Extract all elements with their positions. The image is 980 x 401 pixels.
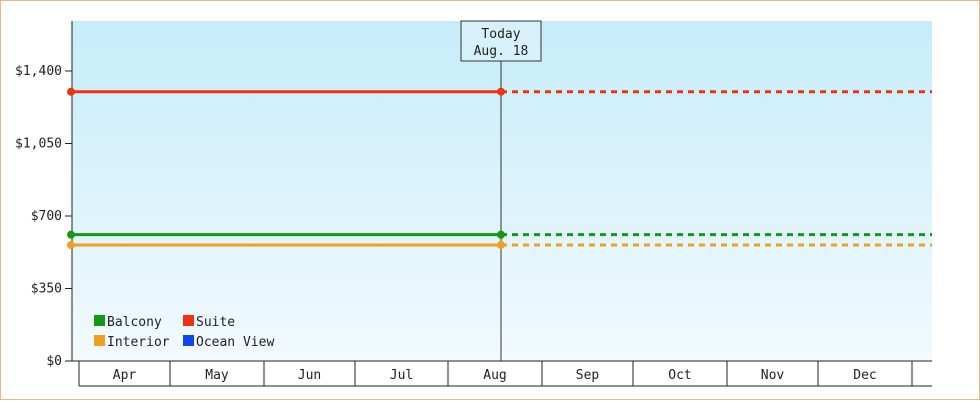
today-box xyxy=(460,20,542,62)
legend-swatch xyxy=(94,315,105,326)
y-tick-label: $0 xyxy=(46,354,62,369)
legend-label: Interior xyxy=(107,335,170,350)
y-tick-label: $1,050 xyxy=(15,137,62,152)
x-tick-label: Apr xyxy=(113,368,137,383)
x-tick-label: Oct xyxy=(668,368,691,383)
x-tick-label: Jul xyxy=(390,368,413,383)
legend-label: Ocean View xyxy=(196,335,274,350)
legend-swatch xyxy=(94,335,105,346)
series-point-interior xyxy=(497,241,505,249)
legend-item-ocean-view[interactable]: Ocean View xyxy=(183,335,274,350)
today-label: Today xyxy=(481,27,520,42)
legend-item-interior[interactable]: Interior xyxy=(94,335,170,350)
series-point-suite xyxy=(67,87,75,96)
legend-item-suite[interactable]: Suite xyxy=(183,315,235,330)
y-tick-label: $1,400 xyxy=(15,64,62,79)
x-tick-label: Dec xyxy=(853,368,876,383)
legend-label: Balcony xyxy=(107,315,162,330)
legend-item-balcony[interactable]: Balcony xyxy=(94,315,162,330)
series-point-balcony xyxy=(497,230,505,239)
series-point-interior xyxy=(67,241,75,249)
x-tick-label: Aug xyxy=(483,368,506,383)
x-tick-label: Sep xyxy=(576,368,600,383)
x-tick-label: May xyxy=(205,368,229,383)
legend-swatch xyxy=(183,335,194,346)
legend-label: Suite xyxy=(196,315,235,330)
x-tick-label: Nov xyxy=(761,368,785,383)
series-point-balcony xyxy=(67,230,75,239)
y-tick-label: $350 xyxy=(31,282,62,297)
y-tick-label: $700 xyxy=(31,209,62,224)
plot-area xyxy=(72,21,932,361)
x-tick-label: Jun xyxy=(298,368,321,383)
series-point-suite xyxy=(497,87,505,96)
today-date: Aug. 18 xyxy=(474,44,529,59)
legend-swatch xyxy=(183,315,194,326)
